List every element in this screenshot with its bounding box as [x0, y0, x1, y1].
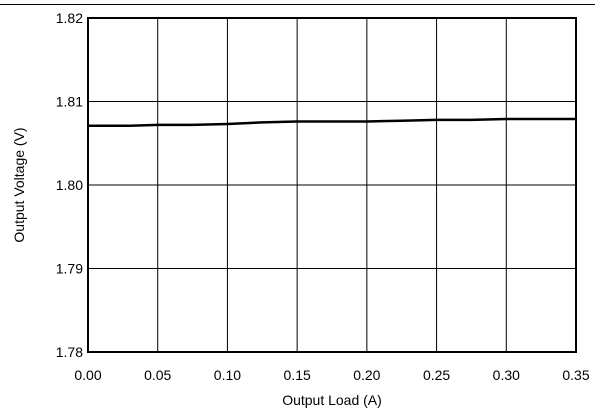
x-tick-label: 0.15 [284, 367, 311, 383]
x-axis-ticks: 0.00 0.05 0.10 0.15 0.20 0.25 0.30 0.35 [74, 367, 589, 383]
y-tick-label: 1.79 [56, 261, 83, 277]
x-tick-label: 0.05 [144, 367, 171, 383]
y-tick-label: 1.78 [56, 344, 83, 360]
y-axis-ticks: 1.78 1.79 1.80 1.81 1.82 [56, 10, 83, 360]
x-tick-label: 0.35 [562, 367, 589, 383]
plot-frame [87, 17, 577, 353]
grid [88, 18, 576, 352]
y-axis-title: Output Voltage (V) [11, 127, 27, 242]
y-tick-label: 1.82 [56, 10, 83, 26]
y-tick-label: 1.81 [56, 94, 83, 110]
x-tick-label: 0.00 [74, 367, 101, 383]
y-tick-label: 1.80 [56, 177, 83, 193]
x-tick-label: 0.30 [493, 367, 520, 383]
x-tick-label: 0.20 [353, 367, 380, 383]
series-layer [88, 117, 576, 127]
x-tick-label: 0.10 [214, 367, 241, 383]
x-tick-label: 0.25 [423, 367, 450, 383]
series-line [88, 117, 576, 127]
x-axis-title: Output Load (A) [282, 392, 382, 408]
